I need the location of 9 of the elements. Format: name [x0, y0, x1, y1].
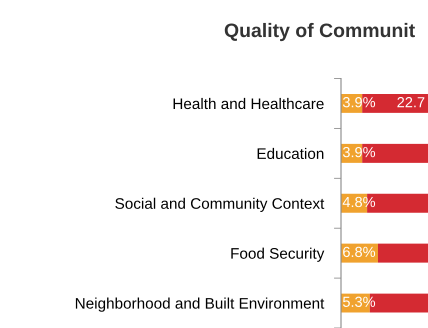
y-tick-label: Health and Healthcare [174, 98, 324, 110]
y-tick-label: Education [258, 148, 324, 160]
y-tick-label: Neighborhood and Built Environment [76, 298, 324, 312]
y-tick-label: Social and Community Context [115, 198, 324, 212]
data-label: 6.8% [343, 246, 376, 258]
annotation: 22.7 [397, 97, 424, 108]
chart-title: Quality of Communit [224, 22, 415, 42]
bar [378, 244, 428, 263]
y-tick-label: Food Security [231, 248, 324, 262]
